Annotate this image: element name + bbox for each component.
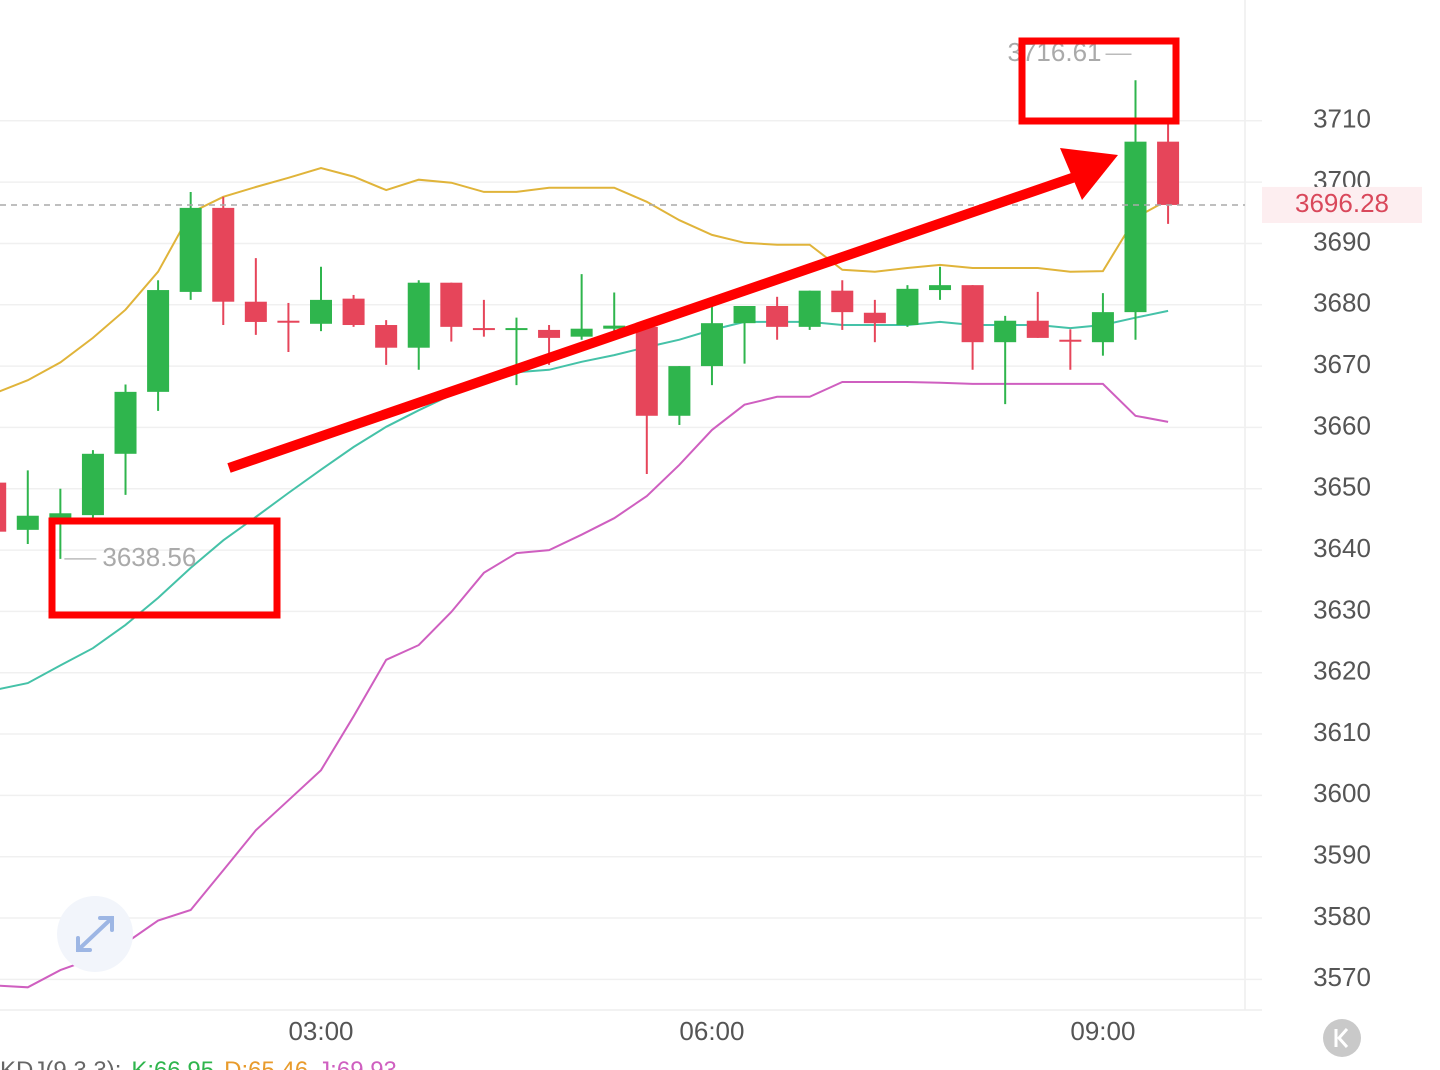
candle-body xyxy=(863,312,886,324)
candle-body xyxy=(407,282,430,348)
candle-body xyxy=(16,515,39,530)
candle-body xyxy=(1059,339,1082,342)
candle-body xyxy=(831,290,854,313)
y-tick-label: 3670 xyxy=(1313,349,1371,379)
y-tick-label: 3660 xyxy=(1313,410,1371,440)
expand-button[interactable] xyxy=(57,896,133,972)
candle-body xyxy=(277,320,300,323)
labels: 3570 3580 3590 3600 3610 3620 3630 3640 3650 3660… xyxy=(0,37,1422,1070)
y-tick-label: 3680 xyxy=(1313,288,1371,318)
y-tick-label: 3580 xyxy=(1313,901,1371,931)
arrow-head xyxy=(1060,148,1118,200)
candle-body xyxy=(635,326,658,416)
candle-body xyxy=(342,298,365,326)
y-tick-label: 3690 xyxy=(1313,226,1371,256)
candle-body xyxy=(147,290,170,392)
y-tick-label: 3650 xyxy=(1313,472,1371,502)
candle-body xyxy=(896,288,919,326)
y-tick-label: 3620 xyxy=(1313,656,1371,686)
grid xyxy=(0,120,1262,981)
candle-body xyxy=(668,366,691,416)
candle-body xyxy=(733,306,756,324)
candle-body xyxy=(0,482,7,532)
y-tick-label: 3640 xyxy=(1313,533,1371,563)
candle-body xyxy=(1091,312,1114,343)
candle-body xyxy=(798,290,821,327)
trend-arrow xyxy=(227,172,1077,473)
candle-body xyxy=(603,325,626,329)
min-label: 3638.56 xyxy=(102,542,196,572)
candle-body xyxy=(505,328,528,331)
candle-body xyxy=(81,453,104,516)
y-tick-label: 3630 xyxy=(1313,594,1371,624)
indicator-value: K:66.95 xyxy=(131,1057,214,1070)
candle-body xyxy=(929,285,952,291)
y-tick-label: 3600 xyxy=(1313,778,1371,808)
candle-body xyxy=(1026,320,1049,338)
candle-body xyxy=(994,320,1017,343)
candles xyxy=(0,80,1180,559)
candle-body xyxy=(310,299,332,324)
x-tick-label: 06:00 xyxy=(679,1016,744,1046)
candle-body xyxy=(440,282,463,327)
y-tick-label: 3610 xyxy=(1313,717,1371,747)
candle-body xyxy=(375,325,398,348)
candle-body xyxy=(961,285,984,343)
candle-body xyxy=(212,207,235,302)
candle-body xyxy=(472,328,495,331)
indicator-value: J:69.93 xyxy=(318,1057,397,1070)
band-line xyxy=(0,381,1169,989)
candle-body xyxy=(1124,141,1147,313)
indicator-label: KDJ(9,3,3): xyxy=(0,1057,121,1070)
x-tick-label: 03:00 xyxy=(288,1016,353,1046)
candle-body xyxy=(570,328,593,337)
candle-body xyxy=(114,391,137,454)
indicator-value: D:65.46 xyxy=(224,1057,308,1070)
candle-body xyxy=(1157,141,1180,205)
indicator-legend: KDJ(9,3,3): K:66.95 D:65.46 J:69.93 xyxy=(0,1057,397,1070)
y-tick-label: 3710 xyxy=(1313,104,1371,134)
y-tick-label: 3590 xyxy=(1313,840,1371,870)
highlight-box xyxy=(48,517,281,619)
candle-body xyxy=(700,323,723,367)
y-tick-label: 3570 xyxy=(1313,962,1371,992)
collapse-button[interactable] xyxy=(1323,1019,1361,1057)
highlight-box xyxy=(1018,37,1180,125)
x-tick-label: 09:00 xyxy=(1070,1016,1135,1046)
candle-body xyxy=(538,329,561,338)
last-price-label: 3696.28 xyxy=(1295,188,1389,218)
candle-body xyxy=(179,207,202,292)
last-price-box xyxy=(1262,186,1422,223)
candle-body xyxy=(244,301,267,322)
candle-body xyxy=(766,306,789,327)
candle-body xyxy=(49,513,72,520)
